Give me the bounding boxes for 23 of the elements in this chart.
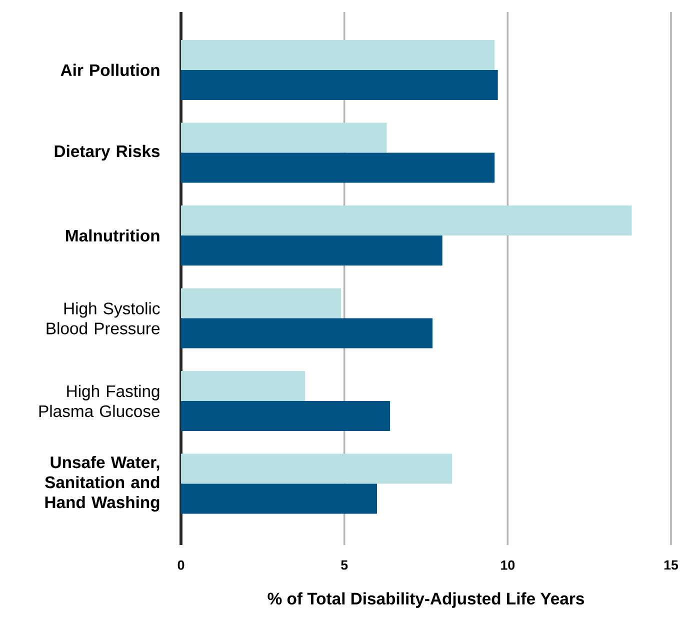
y-tick-label: High Systolic Blood Pressure — [46, 302, 160, 334]
bar — [181, 152, 495, 183]
y-tick-label: High Fasting Plasma Glucose — [39, 384, 160, 418]
bar — [181, 400, 390, 431]
bar — [181, 40, 495, 70]
y-tick-label: Unsafe Water, Sanitation and Hand Washing — [45, 456, 160, 512]
bar — [181, 484, 378, 514]
x-tick-label: 5 — [341, 560, 348, 570]
x-tick-label: 0 — [178, 560, 184, 570]
bar — [181, 318, 433, 348]
bar — [181, 454, 452, 484]
bar — [181, 70, 498, 100]
x-tick-label: 10 — [501, 560, 515, 570]
bar — [181, 288, 342, 318]
bar — [181, 235, 442, 266]
y-tick-label: Air Pollution — [60, 64, 160, 76]
bar — [181, 122, 387, 153]
x-tick-label: 15 — [664, 560, 678, 570]
x-axis-title: % of Total Disability-Adjusted Life Years — [268, 592, 584, 608]
y-tick-label: Malnutrition — [66, 229, 160, 242]
bar — [181, 205, 632, 236]
y-tick-label: Dietary Risks — [54, 144, 160, 160]
bar — [181, 370, 306, 401]
